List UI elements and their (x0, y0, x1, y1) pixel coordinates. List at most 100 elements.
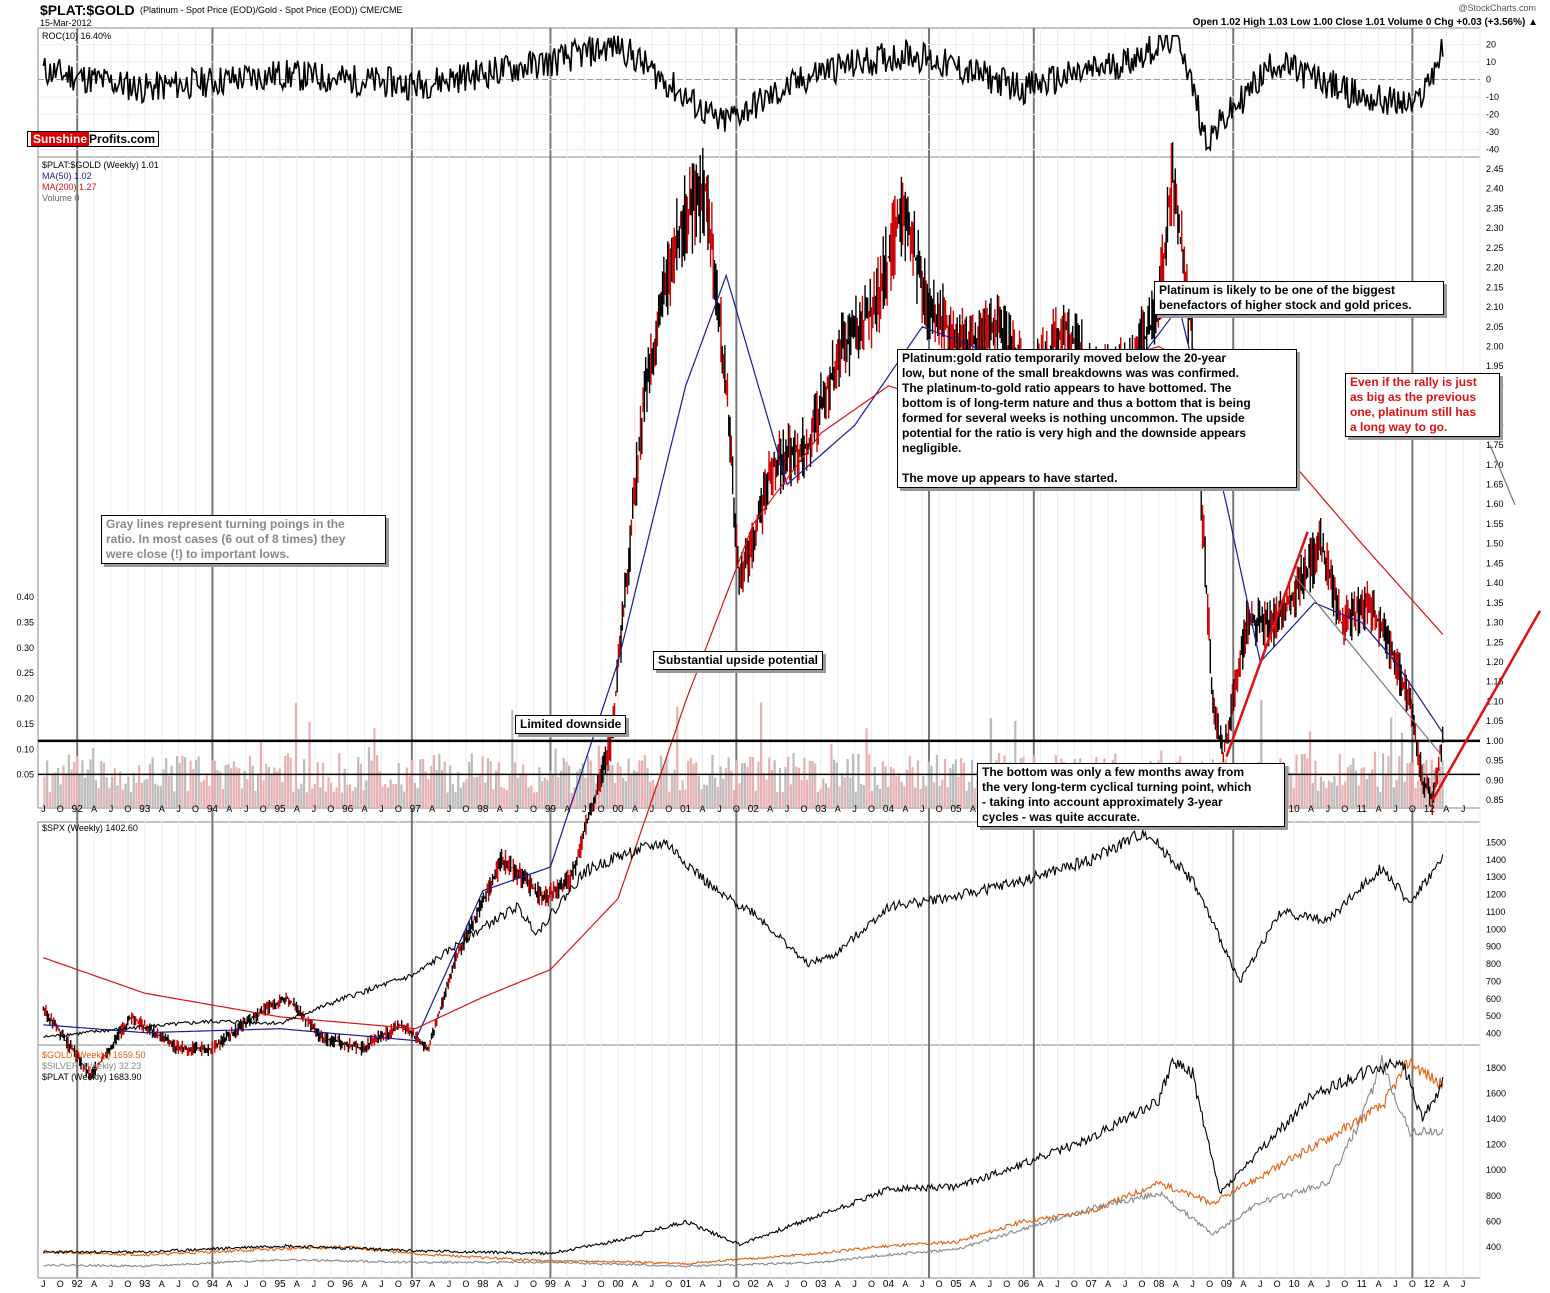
volume-bar (384, 784, 387, 808)
volume-bar (624, 781, 628, 808)
volume-bar (870, 791, 874, 808)
ratio-tick-label: 0.95 (1486, 756, 1504, 766)
volume-bar (278, 768, 281, 808)
time-axis-month-label: O (665, 1279, 672, 1289)
callout-cycle: The bottom was only a few months away fr… (977, 763, 1285, 827)
roc-tick-label: -30 (1486, 127, 1499, 137)
volume-bar (603, 764, 606, 808)
volume-bar (903, 786, 906, 808)
ratio-tick-label: 1.25 (1486, 637, 1504, 647)
volume-bar (1260, 700, 1263, 808)
time-axis-year-label: 07 (1086, 1279, 1098, 1290)
volume-bar (440, 769, 444, 808)
volume-bar (1352, 758, 1355, 808)
time-axis-month-label: A (564, 1279, 570, 1289)
volume-bar (265, 763, 268, 808)
ratio-tick-label: 1.55 (1486, 519, 1504, 529)
sunshine-profits-logo[interactable]: Sunshine Profits.com (27, 131, 160, 147)
volume-bar (148, 763, 152, 808)
volume-bar (576, 771, 579, 808)
time-axis-month-label: J (176, 804, 181, 814)
volume-bar (403, 791, 406, 808)
volume-bar (330, 782, 333, 808)
volume-bar (105, 777, 108, 808)
volume-bar (411, 759, 414, 808)
volume-bar (862, 785, 865, 808)
volume-bar (657, 783, 660, 808)
ratio-left-tick-label: 0.40 (16, 592, 34, 602)
volume-bar (532, 792, 536, 808)
volume-bar (846, 758, 849, 808)
time-axis-year-label: 98 (477, 1279, 489, 1290)
volume-bar (173, 791, 176, 808)
volume-bar (202, 779, 206, 808)
volume-bar (1287, 765, 1290, 808)
stockcharts-brand[interactable]: @StockCharts.com (1458, 3, 1536, 13)
volume-bar (714, 777, 717, 808)
time-axis-month-label: J (1055, 1279, 1060, 1289)
volume-bar (59, 784, 62, 808)
volume-bar (246, 779, 249, 808)
volume-bar (589, 760, 592, 808)
volume-bar (175, 755, 179, 808)
volume-bar (1409, 762, 1412, 808)
volume-bar (46, 760, 49, 808)
spx-tick-label: 400 (1486, 1029, 1501, 1039)
volume-bar (65, 774, 68, 808)
ratio-tick-label: 2.30 (1486, 223, 1504, 233)
volume-bar (811, 761, 814, 808)
volume-bar (357, 757, 360, 808)
time-axis-month-label: J (109, 804, 114, 814)
volume-bar (100, 761, 103, 808)
volume-bar (538, 767, 541, 808)
volume-bar (1341, 785, 1344, 808)
ratio-tick-label: 1.40 (1486, 578, 1504, 588)
chart-date: 15-Mar-2012 (40, 18, 92, 28)
volume-bar (146, 778, 149, 808)
volume-bar (1400, 732, 1404, 808)
legend-spx: $SPX (Weekly) 1402.60 (42, 823, 138, 833)
volume-bar (522, 764, 525, 808)
time-axis-month-label: O (936, 804, 943, 814)
time-axis-month-label: J (41, 1279, 46, 1289)
volume-bar (211, 760, 214, 808)
ratio-tick-label: 0.90 (1486, 775, 1504, 785)
volume-bar (1379, 792, 1382, 808)
volume-bar (527, 787, 530, 808)
ratio-tick-label: 2.35 (1486, 203, 1504, 213)
volume-bar (400, 784, 403, 808)
volume-bar (435, 770, 438, 808)
volume-bar (127, 776, 130, 808)
time-axis-month-label: A (362, 1279, 368, 1289)
volume-bar (760, 702, 763, 808)
volume-bar (186, 791, 189, 808)
volume-bar (608, 764, 611, 808)
volume-bar (1392, 787, 1395, 808)
time-axis-month-label: J (582, 1279, 587, 1289)
time-axis-year-label: 11 (1356, 804, 1367, 815)
ratio-tick-label: 1.15 (1486, 677, 1504, 687)
time-axis-month-label: O (1409, 1279, 1416, 1289)
time-axis-month-label: A (1376, 804, 1382, 814)
volume-bar (1376, 786, 1379, 808)
time-axis-month-label: O (665, 804, 672, 814)
volume-bar (262, 780, 265, 808)
time-axis-month-label: A (1376, 1279, 1382, 1289)
volume-bar (119, 771, 122, 808)
time-axis-month-label: J (650, 804, 655, 814)
time-axis-month-label: O (192, 1279, 199, 1289)
volume-bar (968, 781, 971, 808)
volume-bar (178, 762, 181, 808)
volume-bar (454, 791, 457, 808)
volume-bar (1387, 756, 1390, 808)
volume-bar (189, 760, 192, 808)
legend-ma50: MA(50) 1.02 (42, 171, 92, 181)
time-axis-month-label: A (91, 804, 97, 814)
volume-bar (505, 790, 509, 808)
spx-tick-label: 900 (1486, 942, 1501, 952)
volume-bar (516, 777, 519, 808)
volume-bar (327, 777, 330, 808)
time-axis-month-label: A (294, 804, 300, 814)
volume-bar (586, 755, 590, 808)
time-axis-year-label: 09 (1221, 1279, 1233, 1290)
